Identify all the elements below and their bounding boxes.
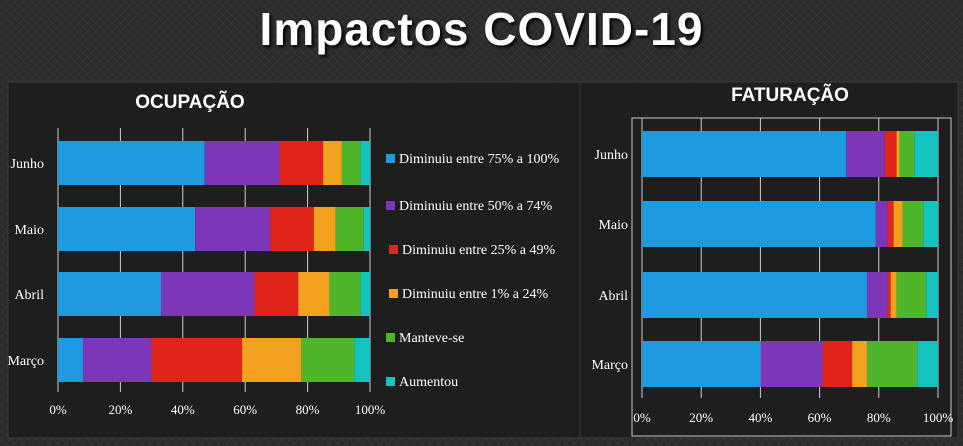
ocupacao-bar-maio-s4: [335, 207, 364, 251]
chart-legend: Diminuiu entre 75% a 100% Diminuiu entre …: [386, 152, 560, 390]
ocupacao-bar-abril-s3: [298, 272, 330, 316]
faturacao-x-tick-label: 20%: [689, 410, 713, 425]
faturacao-plot-frame: [631, 117, 952, 437]
legend-label: Manteve-se: [399, 331, 464, 346]
faturacao-bar-abril-s4: [896, 272, 927, 318]
faturacao-chart-title: FATURAÇÃO: [731, 84, 849, 106]
ocupacao-bar-junho-s1: [204, 141, 280, 185]
legend-swatch: [386, 154, 395, 163]
ocupacao-bar-março-s2: [151, 338, 243, 382]
ocupacao-chart-area: [7, 81, 582, 439]
ocupacao-bar-maio-s1: [195, 207, 271, 251]
ocupacao-chart-title: OCUPAÇÃO: [135, 91, 244, 113]
ocupacao-x-tick-label: 80%: [296, 402, 320, 417]
ocupacao-bar-março-s3: [242, 338, 302, 382]
legend-label: Diminuiu entre 1% a 24%: [402, 287, 549, 302]
faturacao-bar-junho-s2: [884, 131, 897, 177]
ocupacao-chart: 0% 20% 40% 60% 80% 100% Junho Maio Abril Março: [7, 128, 385, 417]
ocupacao-bar-junho-s4: [341, 141, 361, 185]
faturacao-bar-março-s1: [760, 341, 823, 387]
ocupacao-x-tick-label: 0%: [49, 402, 67, 417]
ocupacao-bar-abril-s1: [160, 272, 255, 316]
faturacao-category-label: Maio: [598, 218, 628, 233]
legend-swatch: [386, 201, 395, 210]
faturacao-bar-abril-s0: [642, 272, 867, 318]
legend-swatch: [386, 333, 395, 342]
ocupacao-x-tick-label: 40%: [171, 402, 195, 417]
ocupacao-category-label: Abril: [14, 288, 44, 303]
faturacao-bar-março-s3: [852, 341, 867, 387]
ocupacao-bar-maio-s3: [313, 207, 336, 251]
faturacao-bar-março-s4: [866, 341, 918, 387]
ocupacao-bar-junho-s3: [323, 141, 342, 185]
faturacao-bar-junho-s3: [896, 131, 900, 177]
ocupacao-category-label: Maio: [14, 223, 44, 238]
legend-label: Diminuiu entre 25% a 49%: [402, 243, 556, 258]
ocupacao-category-label: Junho: [11, 157, 44, 172]
legend-swatch: [386, 377, 395, 386]
ocupacao-bar-maio-s5: [363, 207, 370, 251]
faturacao-bar-abril-s3: [890, 272, 897, 318]
legend-label: Diminuiu entre 75% a 100%: [399, 152, 560, 167]
ocupacao-bar-abril-s2: [254, 272, 299, 316]
faturacao-bar-março-s2: [822, 341, 853, 387]
faturacao-bar-junho-s4: [899, 131, 915, 177]
legend-label: Diminuiu entre 50% a 74%: [399, 199, 553, 214]
faturacao-category-label: Junho: [595, 148, 628, 163]
legend-label: Aumentou: [399, 375, 458, 390]
faturacao-bar-maio-s3: [893, 201, 903, 247]
faturacao-bar-maio-s0: [642, 201, 876, 247]
faturacao-category-label: Abril: [598, 289, 628, 304]
ocupacao-x-tick-label: 100%: [355, 402, 386, 417]
faturacao-x-tick-label: 40%: [748, 410, 772, 425]
faturacao-bar-maio-s4: [902, 201, 924, 247]
faturacao-bar-abril-s5: [926, 272, 938, 318]
faturacao-x-tick-label: 60%: [808, 410, 832, 425]
ocupacao-bar-maio-s0: [58, 207, 196, 251]
ocupacao-category-label: Março: [7, 354, 44, 369]
faturacao-bar-maio-s5: [923, 201, 938, 247]
faturacao-bar-maio-s1: [875, 201, 888, 247]
faturacao-bar-março-s0: [642, 341, 761, 387]
faturacao-bar-junho-s0: [642, 131, 847, 177]
faturacao-x-tick-label: 0%: [633, 410, 651, 425]
legend-swatch: [389, 289, 398, 298]
faturacao-chart: 0% 20% 40% 60% 80% 100% Junho Maio Abril Março: [591, 118, 953, 425]
ocupacao-x-tick-label: 60%: [233, 402, 257, 417]
faturacao-bar-junho-s1: [846, 131, 885, 177]
ocupacao-bar-abril-s5: [360, 272, 370, 316]
faturacao-bar-abril-s2: [887, 272, 891, 318]
legend-swatch: [389, 245, 398, 254]
ocupacao-bar-março-s0: [58, 338, 83, 382]
ocupacao-bar-junho-s0: [58, 141, 205, 185]
faturacao-category-label: Março: [591, 358, 628, 373]
ocupacao-x-tick-label: 20%: [108, 402, 132, 417]
faturacao-x-tick-label: 100%: [923, 410, 954, 425]
page-title: Impactos COVID-19: [259, 3, 704, 55]
faturacao-bar-maio-s2: [887, 201, 894, 247]
ocupacao-bar-junho-s5: [360, 141, 370, 185]
ocupacao-bar-abril-s4: [329, 272, 361, 316]
faturacao-bar-junho-s5: [914, 131, 938, 177]
ocupacao-bar-maio-s2: [270, 207, 314, 251]
ocupacao-bar-junho-s2: [279, 141, 324, 185]
faturacao-x-tick-label: 80%: [867, 410, 891, 425]
ocupacao-bar-março-s5: [354, 338, 370, 382]
ocupacao-bar-abril-s0: [58, 272, 161, 316]
ocupacao-bar-março-s4: [301, 338, 355, 382]
ocupacao-bar-março-s1: [82, 338, 152, 382]
faturacao-bar-abril-s1: [866, 272, 888, 318]
faturacao-bar-março-s5: [917, 341, 938, 387]
